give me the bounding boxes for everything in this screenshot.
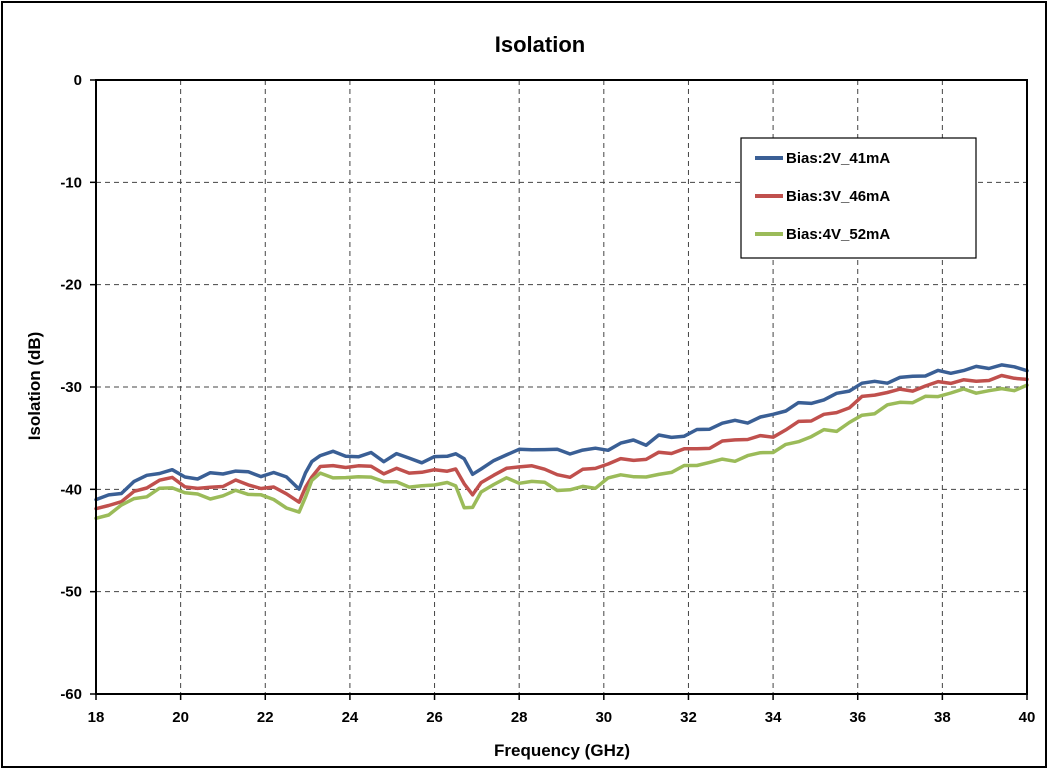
x-axis-label: Frequency (GHz) <box>494 741 630 760</box>
y-tick-label: -60 <box>60 686 82 703</box>
x-tick-label: 28 <box>511 709 528 726</box>
x-tick-label: 38 <box>934 709 951 726</box>
y-axis-ticks: 0 -10 -20 -30 -40 -50 -60 <box>60 72 96 703</box>
series-line-3 <box>94 383 1029 521</box>
y-tick-label: -10 <box>60 174 82 191</box>
x-axis-ticks: 18 20 22 24 26 28 30 32 34 36 38 40 <box>88 694 1036 726</box>
legend: Bias:2V_41mA Bias:3V_46mA Bias:4V_52mA <box>740 137 977 259</box>
x-tick-label: 24 <box>342 709 359 726</box>
y-tick-label: -20 <box>60 277 82 294</box>
legend-label-3: Bias:4V_52mA <box>786 226 890 243</box>
x-tick-label: 30 <box>595 709 612 726</box>
x-tick-label: 22 <box>257 709 274 726</box>
legend-label-1: Bias:2V_41mA <box>786 150 890 167</box>
series-line-2 <box>94 373 1029 511</box>
x-tick-label: 20 <box>172 709 189 726</box>
series-group <box>94 363 1029 521</box>
grid <box>96 80 1027 694</box>
series-line-1 <box>94 363 1029 502</box>
chart-title: Isolation <box>495 32 585 57</box>
y-tick-label: -50 <box>60 584 82 601</box>
x-tick-label: 26 <box>426 709 443 726</box>
y-tick-label: -30 <box>60 379 82 396</box>
y-tick-label: 0 <box>74 72 82 89</box>
y-axis-label: Isolation (dB) <box>25 332 44 441</box>
x-tick-label: 34 <box>765 709 782 726</box>
x-tick-label: 40 <box>1019 709 1036 726</box>
legend-label-2: Bias:3V_46mA <box>786 188 890 205</box>
x-tick-label: 36 <box>849 709 866 726</box>
x-tick-label: 18 <box>88 709 105 726</box>
y-tick-label: -40 <box>60 481 82 498</box>
x-tick-label: 32 <box>680 709 697 726</box>
